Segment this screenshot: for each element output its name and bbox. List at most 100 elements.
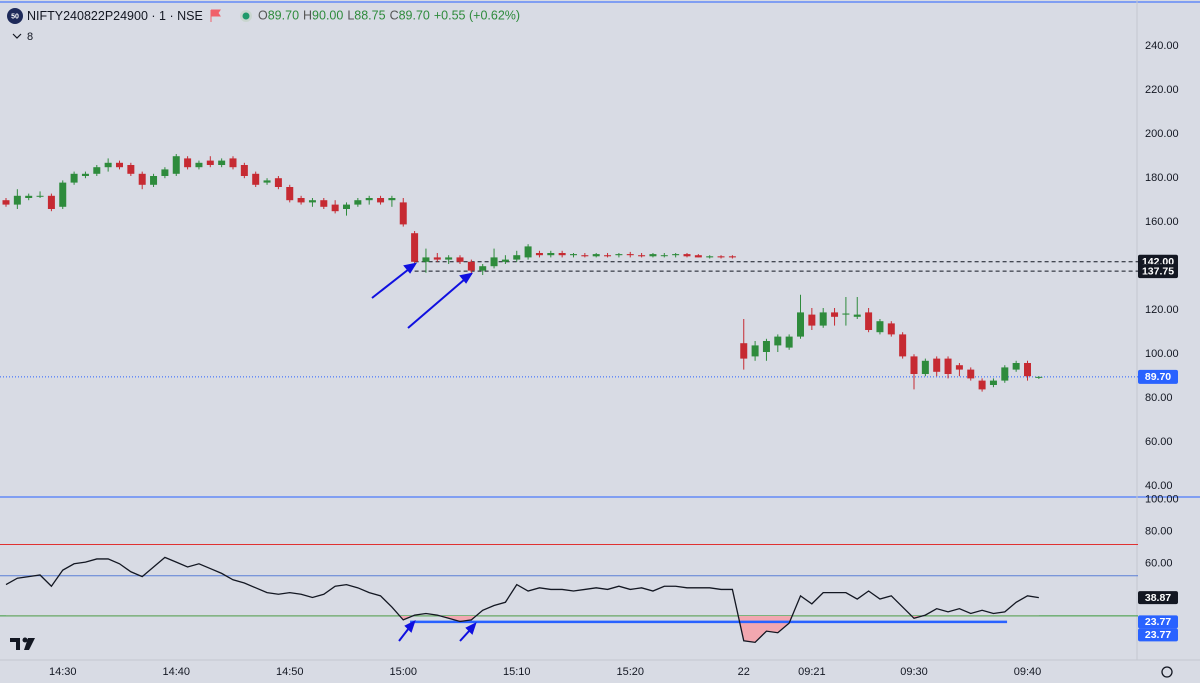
price-label-box [1138, 628, 1178, 642]
symbol[interactable]: NIFTY240822P24900 · 1 · NSE [27, 9, 203, 23]
arrow-head [465, 622, 477, 635]
candle-body [831, 312, 839, 317]
candle-body [967, 369, 975, 379]
collapse-icon[interactable] [12, 33, 22, 39]
candle-body [229, 158, 237, 168]
candle-body [865, 312, 873, 330]
field-value: 89.70 [268, 9, 299, 23]
candle-body [558, 253, 566, 256]
oversold-fill [399, 615, 923, 643]
candle-body [195, 162, 203, 168]
candle-body [501, 259, 509, 262]
candle-body [104, 162, 112, 168]
field-label: H [303, 9, 312, 23]
y-tick-label: 100.00 [1145, 494, 1179, 506]
candle-body [2, 200, 10, 205]
candle-body [184, 158, 192, 168]
x-tick-label: 14:40 [162, 666, 190, 678]
candle-body [955, 365, 963, 370]
candle-body [433, 257, 441, 260]
candle-body [1024, 363, 1031, 377]
rsi-line [5, 556, 1039, 644]
price-label-box [1138, 615, 1178, 629]
y-tick-label: 80.00 [1145, 392, 1173, 404]
logo-part [24, 638, 35, 650]
candle-body [343, 204, 350, 209]
field-label: O [258, 9, 268, 23]
badge-text: 50 [11, 13, 19, 20]
field-value: 88.75 [354, 9, 385, 23]
candle-body [161, 169, 169, 176]
y-tick-label: 220.00 [1145, 84, 1179, 96]
flag-icon[interactable] [210, 9, 221, 22]
y-tick-label: 80.00 [1145, 526, 1173, 538]
x-tick-label: 22 [738, 666, 750, 678]
candle-body [944, 358, 952, 374]
candle-body [116, 162, 123, 168]
arrow [407, 278, 466, 329]
indicator-period: 8 [27, 31, 33, 43]
annotation-arrows [371, 262, 477, 642]
candle-body [592, 254, 600, 257]
candle-body [331, 204, 339, 212]
candle-body [694, 255, 702, 258]
field-label: C [390, 9, 399, 23]
candle-body [150, 176, 158, 185]
candle-body [172, 156, 180, 174]
y-tick-label: 240.00 [1145, 40, 1179, 52]
candle-body [649, 254, 657, 257]
candle-body [274, 178, 282, 187]
price-label: 89.70 [1145, 371, 1171, 383]
settings-icon[interactable] [1161, 666, 1173, 678]
x-tick-label: 09:30 [900, 666, 928, 678]
candle-body [887, 323, 895, 335]
x-tick-label: 09:21 [798, 666, 826, 678]
candle-body [672, 254, 680, 256]
candle-body [626, 254, 634, 256]
candle-body [377, 198, 385, 203]
y-tick-label: 160.00 [1145, 216, 1179, 228]
candle-body [36, 195, 44, 197]
change: +0.55 (+0.62%) [434, 9, 520, 23]
x-tick-label: 15:20 [616, 666, 644, 678]
arrow [371, 268, 410, 299]
candle-body [535, 253, 543, 256]
candle-body [70, 173, 78, 183]
candle-body [240, 165, 248, 176]
candle-body [1035, 376, 1043, 378]
candle-body [581, 255, 589, 257]
y-tick-label: 200.00 [1145, 128, 1179, 140]
candle-body [638, 255, 646, 257]
candle-body [252, 173, 260, 185]
candle-body [899, 334, 907, 357]
candle-body [740, 343, 748, 359]
candle-body [762, 341, 770, 352]
y-tick-label: 40.00 [1145, 480, 1173, 492]
candle-body [445, 257, 453, 260]
candle-body [524, 246, 532, 258]
candle-body [206, 160, 214, 165]
candle-body [728, 256, 736, 258]
x-tick-label: 09:40 [1014, 666, 1042, 678]
tv-logo [10, 637, 35, 650]
price-label-box [1138, 369, 1178, 384]
y-tick-label: 180.00 [1145, 172, 1179, 184]
arrow-head [404, 620, 416, 633]
candle-body [876, 321, 884, 333]
candle-body [479, 266, 487, 271]
candle-body [218, 160, 226, 165]
candle-body [13, 195, 21, 205]
candle-body [138, 173, 146, 185]
candle-body [93, 167, 101, 174]
price-label: 23.77 [1145, 616, 1171, 628]
candle-body [263, 180, 271, 183]
arrow-head [459, 272, 474, 284]
candle-body [683, 254, 691, 257]
candle-body [297, 198, 305, 203]
candle-body [490, 257, 498, 267]
candle-body [456, 257, 464, 262]
symbol-badge [7, 8, 23, 24]
candle-body [59, 182, 67, 207]
